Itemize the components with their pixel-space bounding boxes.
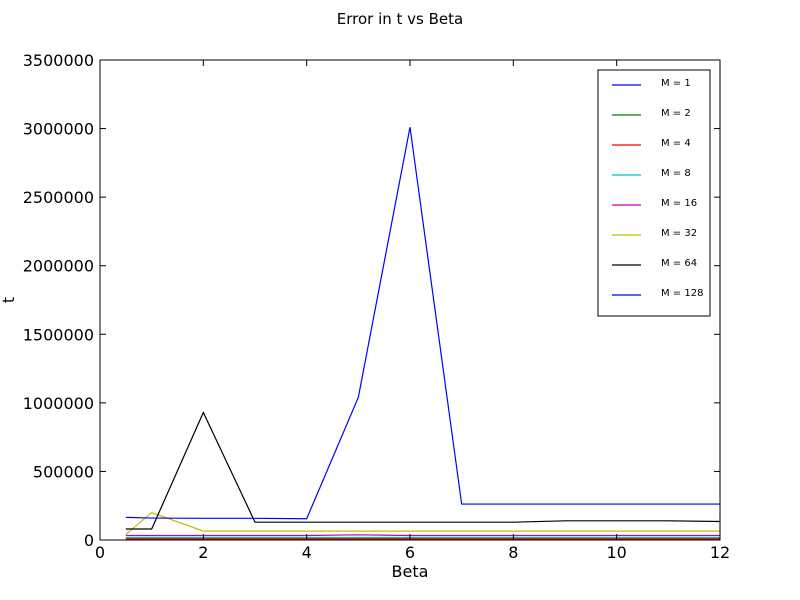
legend-label-6: M = 64 [661, 258, 697, 269]
y-tick-label: 2500000 [23, 188, 94, 207]
x-tick-label: 12 [710, 543, 730, 562]
legend-label-4: M = 16 [661, 198, 697, 209]
ticks-layer: 0 2 4 6 8 10 12 0 500000 1000000 1500000 2000000 250… [23, 51, 730, 562]
chart-title: Error in t vs Beta [337, 10, 463, 28]
legend-frame [597, 69, 711, 317]
series-line-5 [125, 511, 720, 535]
y-axis-label: t [0, 297, 18, 303]
legend-label-0: M = 1 [661, 78, 691, 89]
y-tick-label: 0 [84, 531, 94, 550]
y-tick-label: 1500000 [23, 325, 94, 344]
legend-label-5: M = 32 [661, 228, 697, 239]
legend: M = 1 M = 2 M = 4 M = 8 M = 16 M = 32 M = 64 M … [597, 69, 711, 317]
series-line-6 [125, 411, 721, 530]
legend-label-7: M = 128 [661, 288, 703, 299]
x-tick-label: 0 [95, 543, 105, 562]
y-tick-label: 1000000 [23, 394, 94, 413]
y-tick-label: 500000 [33, 462, 94, 481]
y-tick-label: 2000000 [23, 257, 94, 276]
x-tick-label: 4 [302, 543, 312, 562]
x-axis-label: Beta [392, 562, 429, 581]
legend-label-1: M = 2 [661, 108, 691, 119]
x-tick-label: 6 [405, 543, 415, 562]
x-tick-label: 10 [606, 543, 626, 562]
x-tick-label: 2 [198, 543, 208, 562]
legend-label-3: M = 8 [661, 168, 691, 179]
legend-label-2: M = 4 [661, 138, 691, 149]
y-tick-label: 3500000 [23, 51, 94, 70]
y-tick-label: 3000000 [23, 120, 94, 139]
x-tick-label: 8 [508, 543, 518, 562]
series-line-7 [125, 127, 720, 520]
series-line-4 [125, 534, 720, 537]
